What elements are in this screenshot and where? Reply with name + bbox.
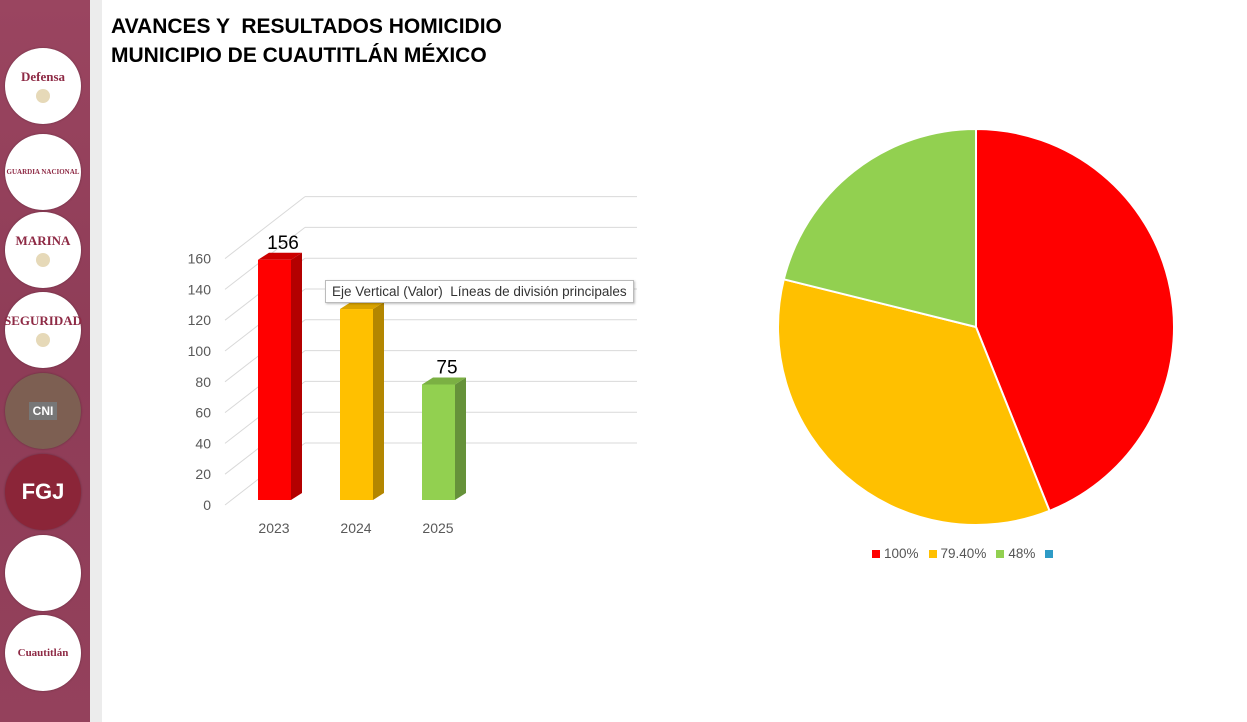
title-line-2: MUNICIPIO DE CUAUTITLÁN MÉXICO xyxy=(111,44,487,67)
page-title: AVANCES Y RESULTADOS HOMICIDIO MUNICIPIO… xyxy=(111,12,502,70)
title-line-1: AVANCES Y RESULTADOS HOMICIDIO xyxy=(111,15,502,38)
logo-marina: MARINA xyxy=(5,212,81,288)
legend-label: 48% xyxy=(1008,546,1036,561)
logo-defensa: Defensa xyxy=(5,48,81,124)
seal-icon xyxy=(36,253,50,267)
logo-seguridad: SEGURIDAD xyxy=(4,292,83,368)
legend-item: 48% xyxy=(996,546,1035,561)
y-tick-label: 140 xyxy=(188,281,212,297)
logo-text: FGJ xyxy=(21,479,65,504)
legend-swatch xyxy=(872,550,880,558)
x-tick-label: 2023 xyxy=(258,520,289,536)
sidebar-divider xyxy=(90,0,102,722)
logo-text: Cuautitlán xyxy=(17,647,69,659)
bar-side xyxy=(455,377,466,500)
y-tick-label: 60 xyxy=(195,405,211,421)
bar-2024 xyxy=(340,309,373,500)
pie-slice xyxy=(975,127,1175,513)
logo-guardia-nacional: GUARDIA NACIONAL xyxy=(5,134,81,210)
y-tick-label: 100 xyxy=(188,343,212,359)
logo-text: MARINA xyxy=(15,233,71,248)
legend-item xyxy=(1045,546,1057,561)
tooltip: Eje Vertical (Valor) Líneas de división … xyxy=(325,280,634,303)
logo-text: CNI xyxy=(28,402,58,420)
legend-swatch xyxy=(1045,550,1054,558)
seal-icon xyxy=(36,89,50,103)
legend-item: 100% xyxy=(872,546,919,561)
y-tick-label: 120 xyxy=(188,312,212,328)
pie-slice xyxy=(777,278,1051,526)
pie-legend: 100% 79.40% 48% xyxy=(872,546,1057,561)
logo-text: GUARDIA NACIONAL xyxy=(6,168,80,176)
bar-2025 xyxy=(422,384,455,500)
y-tick-label: 40 xyxy=(195,435,211,451)
gridline-diagonal xyxy=(224,196,306,259)
bar-top xyxy=(340,302,384,310)
logo-policía xyxy=(5,535,81,611)
legend-label: 100% xyxy=(884,546,919,561)
logo-text: Defensa xyxy=(20,69,66,84)
y-tick-label: 0 xyxy=(203,497,211,513)
bar-top xyxy=(422,377,466,385)
data-label: 75 xyxy=(436,358,457,379)
y-tick-label: 80 xyxy=(195,374,211,390)
logo-cni: CNI xyxy=(5,373,81,449)
legend-item: 79.40% xyxy=(928,546,987,561)
logo-fgj: FGJ xyxy=(5,454,81,530)
bar-side xyxy=(291,252,302,500)
legend-label: 79.40% xyxy=(940,546,987,561)
logo-cuautitlán: Cuautitlán xyxy=(5,615,81,691)
seal-icon xyxy=(36,333,50,347)
y-tick-label: 160 xyxy=(188,251,212,267)
bar-top xyxy=(258,252,302,260)
bar-2023 xyxy=(258,259,291,500)
legend-swatch xyxy=(928,550,937,558)
bar-side xyxy=(373,302,384,500)
logo-text: SEGURIDAD xyxy=(4,313,83,328)
x-tick-label: 2024 xyxy=(340,520,371,536)
x-tick-label: 2025 xyxy=(422,520,453,536)
y-tick-label: 20 xyxy=(195,466,211,482)
data-label: 156 xyxy=(267,233,299,254)
pie-slice xyxy=(782,127,977,329)
legend-swatch xyxy=(996,550,1005,558)
